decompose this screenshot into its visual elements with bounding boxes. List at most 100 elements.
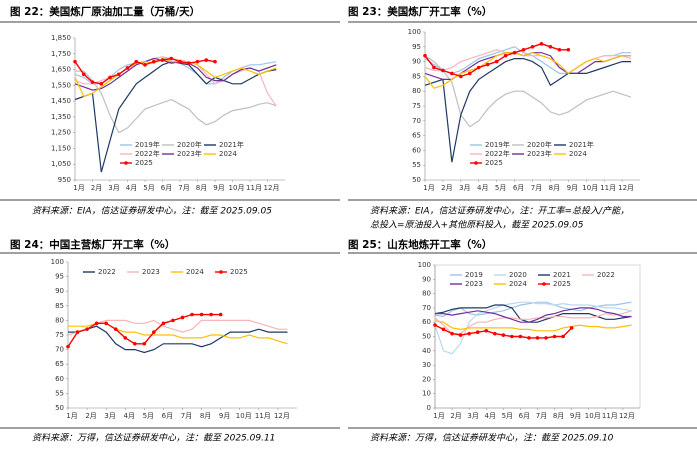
point [152, 330, 156, 334]
series-line [434, 301, 632, 355]
point [433, 323, 437, 327]
point [178, 59, 182, 64]
y-tick-label: 30 [422, 361, 431, 369]
y-tick-label: 65 [412, 132, 421, 140]
point [99, 81, 104, 86]
y-tick-label: 70 [55, 346, 64, 354]
legend-label: 2023年 [527, 149, 552, 158]
x-tick-label: 2月 [85, 412, 96, 420]
point [143, 63, 147, 67]
point [161, 321, 166, 326]
source-note: 总投入=原油投入+其他原料投入，截至 2025.09.05 [370, 220, 584, 231]
point [190, 312, 194, 317]
y-tick-label: 75 [55, 331, 64, 339]
x-tick-label: 9月 [570, 412, 581, 420]
point [441, 68, 445, 73]
legend-label: 2023 [465, 280, 483, 288]
source-note: 资料来源：万得，信达证券研发中心，注：截至 2025.09.11 [32, 433, 275, 444]
point [450, 71, 454, 76]
point [510, 334, 514, 339]
point [195, 59, 200, 64]
series-line [68, 325, 288, 354]
series-line [74, 57, 277, 91]
legend-label: 2025 [485, 159, 503, 167]
series-line [67, 313, 221, 348]
figure-title: 图 25：山东地炼开工率（%） [348, 238, 492, 251]
legend-label: 2023 [142, 268, 160, 276]
x-tick-label: 12月 [619, 412, 635, 420]
source-note: 资料来源：EIA，信达证券研发中心，注：开工率=总投入/产能， [370, 206, 629, 217]
y-tick-label: 950 [58, 176, 71, 184]
point [132, 341, 137, 346]
series-line [424, 49, 632, 75]
point [180, 315, 185, 320]
y-tick-label: 55 [412, 161, 421, 169]
x-tick-label: 11月 [600, 184, 616, 192]
x-tick-label: 11月 [246, 184, 262, 192]
x-tick-label: 9月 [213, 184, 224, 192]
point [458, 333, 463, 337]
point [213, 59, 217, 64]
y-tick-label: 100 [408, 28, 421, 36]
point [94, 321, 99, 326]
y-tick-label: 85 [412, 72, 421, 80]
point [566, 47, 571, 52]
figure-title: 图 24：中国主营炼厂开工率（%） [10, 238, 175, 251]
figure-title: 图 22：美国炼厂原油加工量（万桶/天） [10, 5, 200, 18]
y-tick-label: 60 [55, 375, 64, 383]
x-tick-label: 10月 [585, 412, 601, 420]
y-tick-label: 65 [55, 360, 64, 368]
legend-label: 2024 [219, 150, 237, 158]
legend-label: 2022年 [135, 149, 160, 158]
point [108, 75, 112, 80]
legend-label: 2025 [553, 280, 571, 288]
x-tick-label: 8月 [549, 184, 560, 192]
point [432, 65, 436, 70]
legend-marker [474, 161, 478, 165]
legend-label: 2021年 [569, 140, 594, 149]
y-tick-label: 1,650 [51, 66, 71, 74]
x-tick-label: 1月 [73, 184, 84, 192]
y-tick-label: 20 [422, 375, 431, 383]
y-tick-label: 1,350 [51, 113, 71, 121]
point [66, 344, 70, 349]
x-tick-label: 10月 [229, 184, 245, 192]
point [104, 321, 108, 326]
x-tick-label: 3月 [459, 184, 470, 192]
point [73, 59, 77, 64]
legend-label: 2025 [230, 268, 248, 276]
point [75, 330, 80, 334]
y-tick-label: 70 [422, 304, 431, 312]
x-tick-label: 5月 [143, 412, 154, 420]
point [557, 47, 562, 52]
x-tick-label: 3月 [108, 184, 119, 192]
x-tick-label: 5月 [495, 184, 506, 192]
x-tick-label: 3月 [104, 412, 115, 420]
x-tick-label: 8月 [553, 412, 564, 420]
point [160, 58, 165, 62]
point [204, 58, 209, 62]
series-line [74, 61, 277, 173]
y-tick-label: 1,050 [51, 160, 71, 168]
point [459, 74, 463, 79]
legend-marker [124, 161, 128, 165]
x-tick-label: 8月 [200, 412, 211, 420]
x-tick-label: 2月 [91, 184, 102, 192]
x-tick-label: 4月 [477, 184, 488, 192]
y-tick-label: 90 [422, 275, 431, 283]
y-tick-label: 1,550 [51, 81, 71, 89]
figure-title: 图 23：美国炼厂开工率（%） [348, 5, 492, 18]
x-tick-label: 3月 [467, 412, 478, 420]
series-line [68, 322, 288, 345]
y-tick-label: 0 [427, 404, 431, 412]
legend-label: 2025 [135, 159, 153, 167]
x-tick-label: 7月 [536, 412, 547, 420]
x-tick-label: 9月 [567, 184, 578, 192]
x-tick-label: 4月 [485, 412, 496, 420]
point [518, 334, 523, 339]
series-line [424, 52, 631, 89]
point [467, 71, 472, 76]
legend-label: 2021年 [219, 140, 244, 149]
y-tick-label: 40 [422, 347, 431, 355]
x-tick-label: 11月 [602, 412, 618, 420]
